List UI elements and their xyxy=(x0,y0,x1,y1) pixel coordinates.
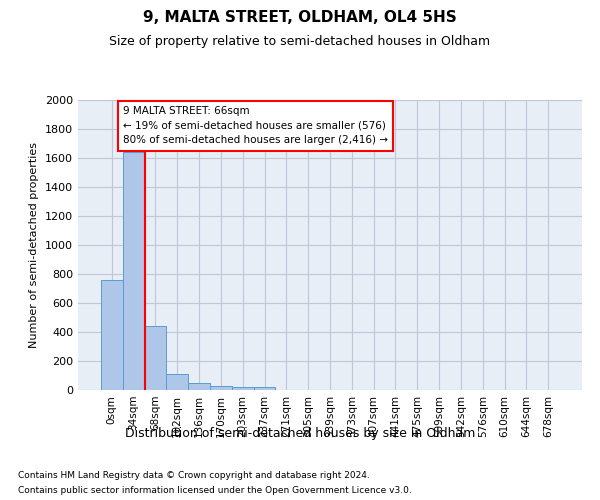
Text: Contains HM Land Registry data © Crown copyright and database right 2024.: Contains HM Land Registry data © Crown c… xyxy=(18,471,370,480)
Bar xyxy=(123,152,145,390)
Text: Size of property relative to semi-detached houses in Oldham: Size of property relative to semi-detach… xyxy=(109,35,491,48)
Text: Contains public sector information licensed under the Open Government Licence v3: Contains public sector information licen… xyxy=(18,486,412,495)
Bar xyxy=(101,280,123,390)
Text: 9 MALTA STREET: 66sqm
← 19% of semi-detached houses are smaller (576)
80% of sem: 9 MALTA STREET: 66sqm ← 19% of semi-deta… xyxy=(123,106,388,146)
Bar xyxy=(145,326,166,390)
Bar xyxy=(210,386,232,390)
Text: Distribution of semi-detached houses by size in Oldham: Distribution of semi-detached houses by … xyxy=(125,428,475,440)
Bar xyxy=(232,387,254,390)
Y-axis label: Number of semi-detached properties: Number of semi-detached properties xyxy=(29,142,40,348)
Bar xyxy=(254,387,275,390)
Text: 9, MALTA STREET, OLDHAM, OL4 5HS: 9, MALTA STREET, OLDHAM, OL4 5HS xyxy=(143,10,457,25)
Bar xyxy=(188,383,210,390)
Bar xyxy=(166,374,188,390)
